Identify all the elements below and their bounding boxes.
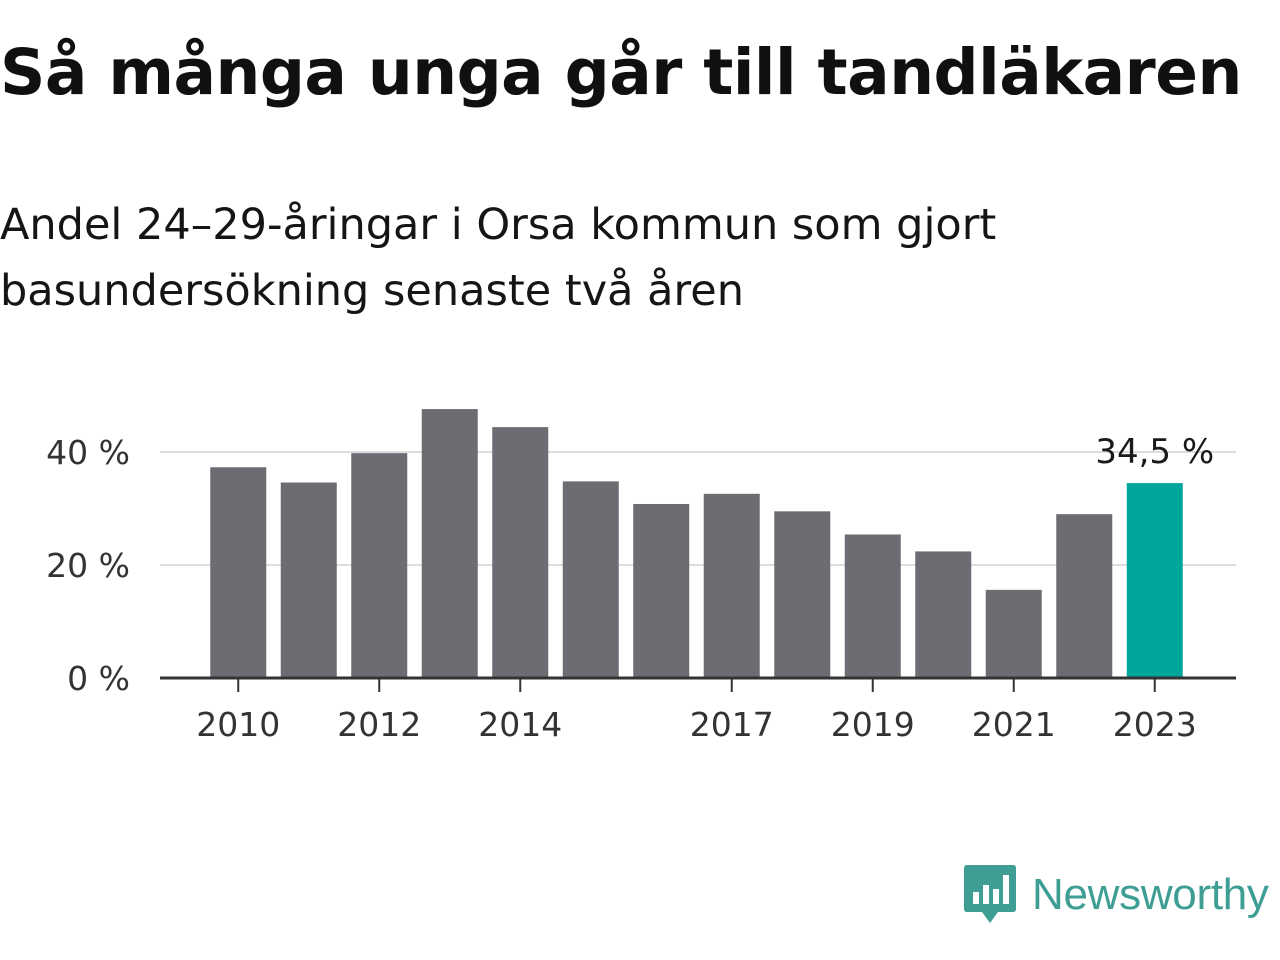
bar-2020 [915, 551, 972, 678]
bar-chart: 0 % 20 % 40 % 34,5 % 2010 2012 2014 2017 2019 202… [46, 409, 1236, 744]
value-label-2023: 34,5 % [1095, 432, 1214, 472]
chart-subtitle: Andel 24–29-åringar i Orsa kommun som gj… [0, 200, 997, 316]
bar-2014 [492, 427, 549, 678]
bar-2016 [633, 503, 690, 678]
x-tick-label: 2010 [196, 705, 280, 744]
bar-2017 [703, 493, 760, 678]
newsworthy-logo-icon [964, 865, 1016, 923]
x-tick-label: 2021 [972, 705, 1056, 744]
bar-2012 [351, 453, 408, 678]
x-tick-label: 2023 [1113, 705, 1197, 744]
x-tick-label: 2012 [337, 705, 421, 744]
bar-2023 [1126, 483, 1183, 678]
bar-2018 [774, 511, 831, 678]
bar-2013 [421, 409, 478, 678]
x-tick-label: 2019 [831, 705, 915, 744]
newsworthy-logo[interactable]: Newsworthy [964, 864, 1269, 926]
bar-2021 [985, 589, 1042, 678]
x-tick-label: 2017 [690, 705, 774, 744]
brand-name: Newsworthy [1032, 870, 1269, 919]
y-tick-label: 20 % [46, 546, 130, 585]
bar-2010 [210, 467, 267, 678]
bar-2011 [280, 482, 337, 678]
bar-2019 [844, 534, 901, 678]
y-tick-label: 0 % [67, 659, 130, 698]
bar-2022 [1056, 514, 1113, 678]
chart-title: Så många unga går till tandläkaren [0, 36, 1242, 109]
y-tick-label: 40 % [46, 433, 130, 472]
bar-2015 [562, 481, 619, 678]
x-tick-label: 2014 [478, 705, 562, 744]
